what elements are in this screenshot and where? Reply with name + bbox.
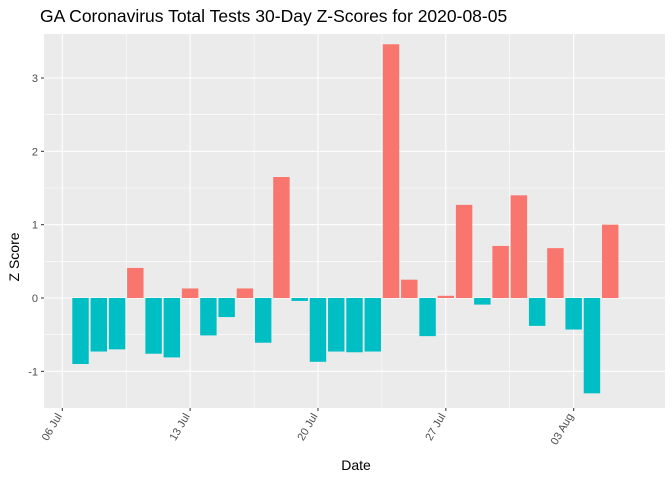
bar [437,295,455,298]
chart-title: GA Coronavirus Total Tests 30-Day Z-Scor… [40,6,507,26]
y-tick-label: 1 [32,220,38,232]
bar [364,298,381,352]
bar [218,298,235,318]
bar [547,248,564,298]
y-axis: -1 0 1 2 3 [28,73,44,378]
x-tick-label: 27 Jul [423,412,448,443]
x-axis: 06 Jul 13 Jul 20 Jul 27 Jul 03 Aug [40,408,576,447]
x-axis-title: Date [341,457,371,473]
bar [492,245,509,298]
bar [236,288,254,298]
bar [254,298,272,343]
x-tick-label: 06 Jul [40,412,65,443]
bar [163,298,181,358]
y-tick-label: 2 [32,146,38,158]
bar [474,298,491,305]
bar [108,298,126,350]
bars [72,44,619,394]
bar [401,279,418,298]
bar [145,298,162,354]
bar [273,177,290,298]
bar [127,267,144,298]
bar [291,298,308,301]
y-tick-label: 0 [32,293,38,305]
bar [455,204,473,298]
bar [309,298,327,362]
bar [528,298,546,326]
bar [90,298,108,352]
bar [382,44,400,299]
x-tick-label: 03 Aug [549,412,577,448]
bar [328,298,345,352]
bar [510,195,528,298]
x-tick-label: 13 Jul [168,412,193,443]
y-tick-label: -1 [28,366,38,378]
bar [565,298,582,330]
bar [601,224,619,298]
bar [346,298,363,353]
bar [72,298,89,364]
bar [181,288,199,298]
bar [419,298,436,337]
bar [583,298,601,394]
x-tick-label: 20 Jul [295,412,320,443]
y-axis-title: Z Score [6,232,22,281]
bar [200,298,217,336]
y-tick-label: 3 [32,73,38,85]
